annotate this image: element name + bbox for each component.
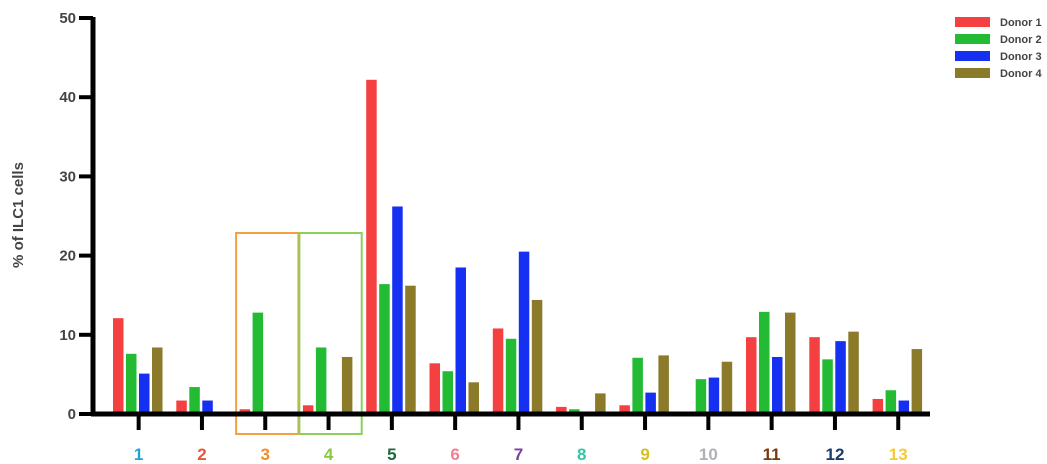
bar-cat7-donor-1 (492, 328, 504, 414)
bar-cat2-donor-1 (176, 400, 187, 414)
y-tick-label: 10 (59, 327, 76, 344)
highlight-box-category-4 (298, 232, 363, 435)
y-tick-label: 50 (59, 10, 76, 27)
bars (113, 79, 923, 414)
legend-swatch (955, 51, 990, 61)
bar-cat11-donor-4 (785, 312, 796, 414)
bar-cat12-donor-4 (848, 331, 859, 414)
highlight-boxes (235, 232, 363, 435)
y-tick-label: 20 (59, 248, 76, 265)
bar-cat1-donor-2 (126, 353, 137, 414)
bar-cat5-donor-4 (405, 285, 416, 414)
bar-cat5-donor-3 (392, 206, 403, 414)
bar-cat7-donor-2 (505, 338, 517, 414)
bar-cat13-donor-3 (898, 400, 910, 414)
bar-cat6-donor-3 (455, 267, 466, 414)
bar-cat4-donor-2 (315, 347, 327, 414)
axes (79, 16, 930, 430)
bar-cat8-donor-1 (556, 406, 567, 414)
legend-label: Donor 2 (1000, 34, 1042, 46)
bar-cat3-donor-2 (252, 312, 264, 414)
bar-cat11-donor-1 (746, 337, 757, 414)
x-tick-label: 10 (699, 445, 718, 464)
bar-cat7-donor-4 (531, 299, 543, 414)
bar-cat12-donor-1 (809, 337, 820, 414)
highlight-box-category-3 (235, 232, 300, 435)
bar-cat9-donor-4 (658, 355, 669, 414)
bar-cat5-donor-1 (366, 79, 377, 414)
bar-cat1-donor-3 (139, 373, 150, 414)
x-tick-label: 4 (324, 445, 334, 464)
x-tick-label: 13 (889, 445, 908, 464)
bar-cat11-donor-2 (759, 311, 770, 414)
bar-cat8-donor-4 (595, 393, 606, 414)
bar-cat1-donor-4 (152, 347, 163, 414)
y-axis-label: % of ILC1 cells (10, 162, 27, 268)
bar-cat12-donor-2 (822, 359, 833, 414)
y-tick-label: 0 (68, 406, 76, 423)
legend-label: Donor 4 (1000, 68, 1042, 80)
bar-cat7-donor-3 (518, 251, 530, 414)
legend-label: Donor 3 (1000, 51, 1042, 63)
x-tick-label: 9 (640, 445, 649, 464)
bar-cat4-donor-1 (302, 405, 314, 414)
y-tick-label: 40 (59, 89, 76, 106)
legend-swatch (955, 17, 990, 27)
x-tick-label: 8 (577, 445, 586, 464)
x-tick-label: 7 (514, 445, 523, 464)
bar-cat1-donor-1 (113, 318, 124, 414)
bar-cat6-donor-1 (429, 363, 440, 414)
bar-cat2-donor-2 (189, 387, 200, 414)
bar-cat9-donor-1 (619, 405, 630, 414)
bar-cat10-donor-2 (695, 379, 707, 414)
bar-cat6-donor-2 (442, 371, 453, 414)
x-tick-label: 1 (134, 445, 143, 464)
bar-cat13-donor-2 (885, 390, 897, 414)
bar-cat10-donor-4 (721, 361, 733, 414)
bar-cat5-donor-2 (379, 284, 390, 414)
bar-cat9-donor-2 (632, 357, 643, 414)
x-tick-label: 5 (387, 445, 396, 464)
bar-cat10-donor-3 (708, 377, 720, 414)
bar-cat12-donor-3 (835, 341, 846, 414)
y-tick-label: 30 (59, 168, 76, 185)
bar-cat13-donor-4 (911, 349, 923, 414)
x-tick-label: 3 (261, 445, 270, 464)
bar-cat13-donor-1 (872, 398, 884, 414)
bar-cat11-donor-3 (772, 356, 783, 414)
legend-label: Donor 1 (1000, 17, 1042, 29)
x-tick-label: 6 (450, 445, 459, 464)
x-tick-label: 2 (197, 445, 206, 464)
x-tick-label: 11 (763, 445, 781, 464)
bar-cat9-donor-3 (645, 392, 656, 414)
legend-swatch (955, 34, 990, 44)
bar-cat2-donor-3 (202, 400, 213, 414)
x-tick-label: 12 (825, 445, 844, 464)
bar-cat6-donor-4 (468, 382, 479, 414)
legend: Donor 1 Donor 2 Donor 3 Donor 4 (955, 17, 1042, 80)
legend-swatch (955, 68, 990, 78)
bar-cat4-donor-4 (341, 356, 353, 414)
